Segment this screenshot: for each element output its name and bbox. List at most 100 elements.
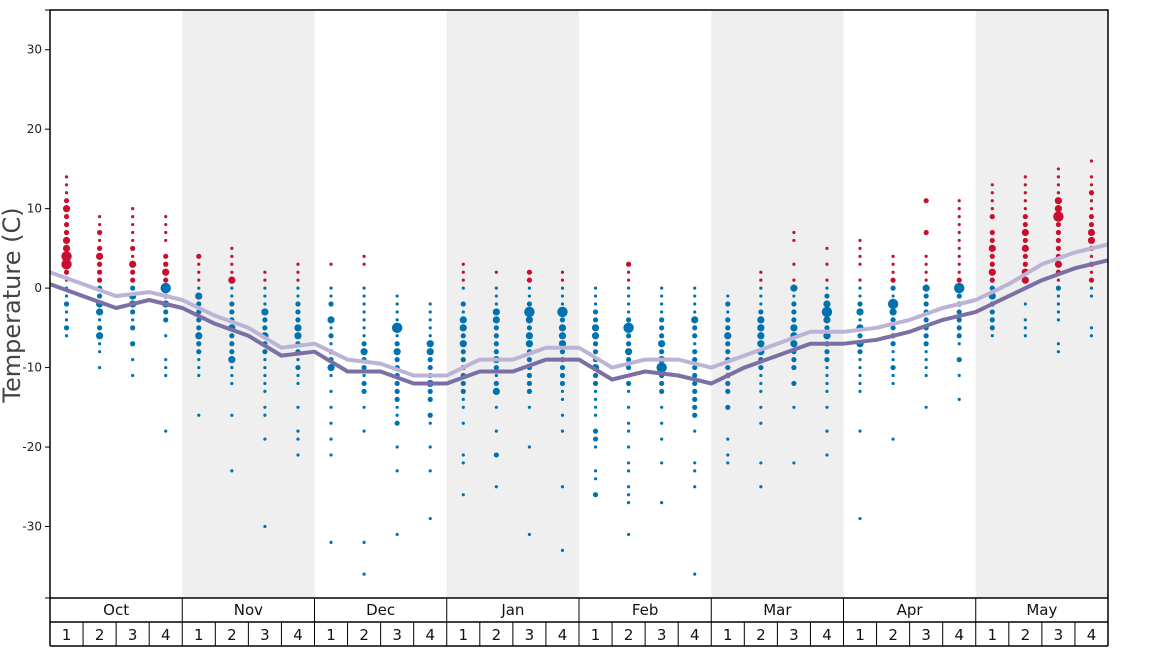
week-label: 1: [62, 626, 72, 644]
data-point: [197, 286, 201, 290]
data-point: [494, 302, 498, 306]
data-point: [427, 364, 433, 371]
data-point: [96, 293, 103, 299]
month-label: May: [1026, 601, 1057, 619]
data-point: [395, 532, 399, 537]
data-point: [1023, 191, 1027, 195]
data-point: [758, 309, 764, 315]
data-point: [626, 278, 631, 282]
data-point: [692, 364, 698, 371]
data-point: [61, 251, 72, 262]
data-point: [1023, 183, 1027, 187]
data-point: [660, 421, 664, 425]
data-point: [1023, 326, 1027, 330]
data-point: [195, 332, 203, 340]
data-point: [1054, 260, 1063, 268]
data-point: [459, 324, 467, 332]
data-point: [825, 365, 829, 370]
data-point: [1055, 229, 1062, 236]
data-point: [858, 278, 862, 282]
data-point: [990, 191, 994, 195]
data-point: [197, 373, 201, 378]
data-point: [64, 318, 69, 322]
data-point: [625, 380, 632, 387]
week-label: 1: [194, 626, 204, 644]
data-point: [558, 332, 567, 340]
data-point: [64, 310, 69, 314]
week-label: 3: [392, 626, 402, 644]
data-point: [63, 229, 70, 236]
data-point: [560, 286, 565, 290]
data-point: [95, 308, 104, 316]
data-point: [592, 349, 599, 355]
week-label: 1: [591, 626, 601, 644]
data-point: [659, 317, 665, 323]
week-label: 2: [359, 626, 369, 644]
data-point: [560, 278, 565, 282]
y-tick-label: 0: [34, 281, 42, 295]
data-point: [461, 453, 465, 457]
data-point: [229, 333, 235, 339]
week-label: 3: [525, 626, 535, 644]
week-label: 2: [1021, 626, 1031, 644]
data-point: [96, 261, 103, 267]
data-point: [428, 310, 432, 314]
data-point: [197, 365, 201, 370]
data-point: [825, 381, 829, 386]
data-point: [990, 183, 994, 187]
data-point: [924, 262, 928, 266]
data-point: [492, 316, 500, 324]
data-point: [1056, 278, 1061, 282]
data-point: [660, 294, 664, 298]
data-point: [460, 301, 466, 307]
data-point: [230, 246, 234, 250]
month-label: Feb: [632, 601, 659, 619]
data-point: [956, 277, 962, 283]
data-point: [956, 325, 962, 331]
data-point: [395, 469, 399, 473]
data-point: [1089, 254, 1094, 258]
data-point: [63, 301, 70, 307]
data-point: [1023, 199, 1027, 203]
y-tick-label: -10: [22, 361, 42, 375]
data-point: [591, 332, 600, 340]
data-point: [625, 341, 632, 347]
data-point: [1089, 199, 1094, 203]
data-point: [229, 349, 235, 355]
data-point: [560, 413, 565, 417]
data-point: [759, 485, 763, 489]
data-point: [659, 349, 665, 355]
data-point: [164, 358, 168, 362]
data-point: [130, 277, 136, 283]
data-point: [791, 317, 797, 323]
data-point: [163, 261, 169, 267]
month-label: Nov: [234, 601, 263, 619]
data-point: [1088, 277, 1095, 283]
data-point: [725, 341, 731, 347]
data-point: [197, 278, 201, 282]
data-point: [196, 253, 202, 259]
data-point: [1023, 207, 1027, 211]
data-point: [559, 349, 566, 355]
data-point: [96, 277, 103, 283]
data-point: [593, 445, 598, 449]
data-point: [957, 246, 961, 250]
data-point: [130, 325, 136, 331]
data-point: [230, 262, 234, 266]
data-point: [461, 262, 465, 266]
data-point: [329, 453, 333, 457]
data-point: [426, 340, 434, 348]
data-point: [163, 309, 169, 315]
data-point: [858, 381, 862, 386]
data-point: [428, 445, 432, 449]
data-point: [461, 461, 465, 465]
data-point: [329, 405, 333, 409]
data-point: [197, 270, 201, 274]
data-point: [660, 437, 664, 441]
data-point: [693, 294, 697, 298]
data-point: [858, 286, 862, 290]
data-point: [1021, 276, 1029, 284]
data-point: [626, 461, 631, 465]
data-point: [988, 268, 996, 276]
data-point: [130, 341, 136, 347]
